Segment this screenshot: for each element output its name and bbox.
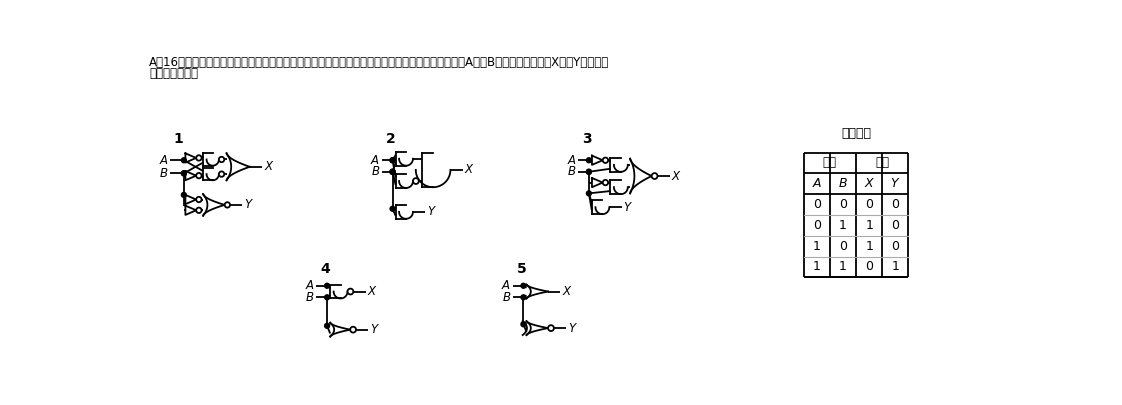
Text: 3: 3 xyxy=(582,132,591,146)
Text: $B$: $B$ xyxy=(568,165,577,178)
Circle shape xyxy=(182,158,186,163)
Circle shape xyxy=(521,322,526,327)
Text: 1: 1 xyxy=(891,260,899,273)
Text: $X$: $X$ xyxy=(864,177,875,190)
Text: 1: 1 xyxy=(839,219,847,232)
Text: $X$: $X$ xyxy=(264,160,274,173)
Text: 0: 0 xyxy=(891,240,900,253)
Text: 出力: 出力 xyxy=(875,156,890,169)
Circle shape xyxy=(196,197,202,202)
Circle shape xyxy=(196,173,202,178)
Circle shape xyxy=(548,325,554,331)
Circle shape xyxy=(182,192,186,197)
Text: $B$: $B$ xyxy=(371,165,380,178)
Text: 1: 1 xyxy=(839,260,847,273)
Circle shape xyxy=(350,327,356,333)
Circle shape xyxy=(390,158,395,163)
Text: $Y$: $Y$ xyxy=(426,205,436,218)
Text: A－16　次に示す真理値表と同じ動作をする論理回路を下の番号から選べ。ただし、正論理とし、A及びBをそれぞれ入力、X及びYをそれぞ: A－16 次に示す真理値表と同じ動作をする論理回路を下の番号から選べ。ただし、正… xyxy=(149,56,609,69)
Text: 0: 0 xyxy=(839,198,847,211)
Circle shape xyxy=(390,169,395,174)
Circle shape xyxy=(521,283,526,288)
Text: 1: 1 xyxy=(812,240,820,253)
Text: 真理値表: 真理値表 xyxy=(842,127,871,140)
Text: 2: 2 xyxy=(386,132,395,146)
Text: $A$: $A$ xyxy=(370,154,380,167)
Text: $A$: $A$ xyxy=(567,154,577,167)
Text: $A$: $A$ xyxy=(158,154,168,167)
Text: 0: 0 xyxy=(812,198,821,211)
Text: 0: 0 xyxy=(891,219,900,232)
Text: 1: 1 xyxy=(865,219,873,232)
Circle shape xyxy=(196,155,202,161)
Text: 入力: 入力 xyxy=(822,156,837,169)
Text: 5: 5 xyxy=(516,262,526,276)
Circle shape xyxy=(324,323,330,328)
Circle shape xyxy=(390,158,395,163)
Circle shape xyxy=(603,158,608,163)
Text: 0: 0 xyxy=(839,240,847,253)
Text: $Y$: $Y$ xyxy=(568,322,578,335)
Circle shape xyxy=(390,169,395,174)
Circle shape xyxy=(182,171,186,176)
Text: れ出力とする。: れ出力とする。 xyxy=(149,67,199,80)
Circle shape xyxy=(390,206,395,211)
Circle shape xyxy=(587,169,591,174)
Text: $B$: $B$ xyxy=(305,291,315,304)
Circle shape xyxy=(587,191,591,196)
Circle shape xyxy=(324,295,330,300)
Text: $X$: $X$ xyxy=(465,163,475,176)
Text: 0: 0 xyxy=(891,198,900,211)
Circle shape xyxy=(219,171,224,177)
Circle shape xyxy=(413,178,419,184)
Circle shape xyxy=(219,157,224,162)
Circle shape xyxy=(182,171,186,176)
Text: $X$: $X$ xyxy=(562,285,572,298)
Text: 0: 0 xyxy=(865,260,873,273)
Circle shape xyxy=(224,202,230,208)
Circle shape xyxy=(390,169,395,174)
Text: 1: 1 xyxy=(174,132,184,146)
Circle shape xyxy=(652,173,657,179)
Text: $Y$: $Y$ xyxy=(890,177,901,190)
Text: 1: 1 xyxy=(812,260,820,273)
Circle shape xyxy=(587,169,591,174)
Text: $X$: $X$ xyxy=(367,285,378,298)
Text: $B$: $B$ xyxy=(502,291,512,304)
Text: 0: 0 xyxy=(812,219,821,232)
Circle shape xyxy=(603,180,608,185)
Text: $B$: $B$ xyxy=(838,177,848,190)
Circle shape xyxy=(324,283,330,288)
Text: $A$: $A$ xyxy=(811,177,822,190)
Circle shape xyxy=(587,158,591,163)
Text: $A$: $A$ xyxy=(305,279,315,292)
Text: 4: 4 xyxy=(320,262,330,276)
Circle shape xyxy=(348,289,353,294)
Text: $B$: $B$ xyxy=(159,167,168,180)
Text: $Y$: $Y$ xyxy=(370,323,380,336)
Text: $Y$: $Y$ xyxy=(243,198,254,211)
Text: $X$: $X$ xyxy=(671,170,682,183)
Circle shape xyxy=(521,295,526,300)
Circle shape xyxy=(196,208,202,213)
Text: $A$: $A$ xyxy=(502,279,512,292)
Text: 0: 0 xyxy=(865,198,873,211)
Text: $Y$: $Y$ xyxy=(623,201,633,214)
Text: 1: 1 xyxy=(865,240,873,253)
